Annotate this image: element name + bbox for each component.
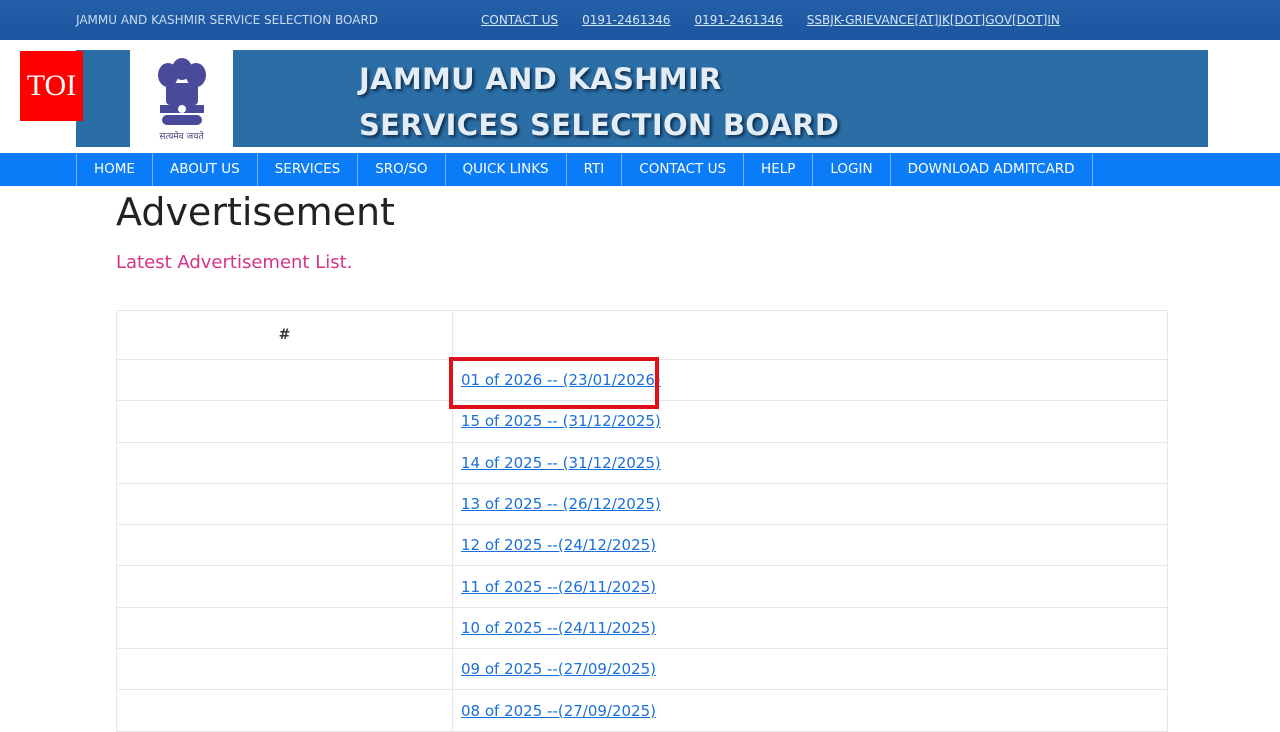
row-number-cell (116, 400, 453, 443)
nav-sro-so[interactable]: SRO/SO (357, 153, 444, 186)
advertisement-cell: 14 of 2025 -- (31/12/2025) (452, 441, 1168, 484)
contact-us-link[interactable]: CONTACT US (481, 13, 559, 27)
emblem-icon (157, 58, 206, 125)
header-banner: सत्यमेव जयते JAMMU AND KASHMIR SERVICES … (76, 50, 1208, 147)
nav-home[interactable]: HOME (76, 153, 152, 186)
page-subtitle: Latest Advertisement List. (116, 252, 353, 273)
header-number: # (116, 310, 453, 360)
nav-contact-us[interactable]: CONTACT US (621, 153, 743, 186)
advertisement-cell: 01 of 2026 -- (23/01/2026) (452, 358, 1168, 402)
row-number-cell (116, 606, 453, 650)
page-title: Advertisement (116, 190, 395, 234)
nav-download-admitcard[interactable]: DOWNLOAD ADMITCARD (889, 153, 1093, 186)
row-number-cell (116, 482, 453, 526)
advertisement-link[interactable]: 10 of 2025 --(24/11/2025) (461, 618, 657, 637)
table-row: 01 of 2026 -- (23/01/2026) (116, 358, 1168, 402)
highlight-box (449, 357, 659, 409)
table-row: 08 of 2025 --(27/09/2025) (116, 689, 1168, 732)
advertisement-cell: 09 of 2025 --(27/09/2025) (452, 648, 1168, 691)
row-number-cell (116, 565, 453, 608)
advertisement-link[interactable]: 15 of 2025 -- (31/12/2025) (461, 412, 661, 431)
advertisement-cell: 12 of 2025 --(24/12/2025) (452, 524, 1168, 567)
advertisement-link[interactable]: 12 of 2025 --(24/12/2025) (461, 536, 657, 555)
top-links: CONTACT US 0191-2461346 0191-2461346 SSB… (481, 13, 1060, 27)
phone-link-2[interactable]: 0191-2461346 (694, 13, 783, 27)
nav-about-us[interactable]: ABOUT US (151, 153, 257, 186)
advertisement-link[interactable]: 14 of 2025 -- (31/12/2025) (461, 453, 661, 472)
nav-login[interactable]: LOGIN (812, 153, 889, 186)
banner-line-1: JAMMU AND KASHMIR (359, 62, 722, 96)
nav-services[interactable]: SERVICES (256, 153, 357, 186)
main-nav: HOME ABOUT US SERVICES SRO/SO QUICK LINK… (0, 153, 1280, 186)
advertisement-link[interactable]: 13 of 2025 -- (26/12/2025) (461, 495, 661, 514)
header-advertisement (452, 310, 1168, 360)
nav-help[interactable]: HELP (743, 153, 812, 186)
top-bar: JAMMU AND KASHMIR SERVICE SELECTION BOAR… (0, 0, 1280, 40)
advertisement-cell: 11 of 2025 --(26/11/2025) (452, 565, 1168, 608)
advertisement-link[interactable]: 01 of 2026 -- (23/01/2026) (461, 371, 661, 390)
advertisement-link[interactable]: 09 of 2025 --(27/09/2025) (461, 660, 657, 679)
banner-line-2: SERVICES SELECTION BOARD (359, 108, 840, 142)
phone-link-1[interactable]: 0191-2461346 (582, 13, 671, 27)
advertisement-cell: 10 of 2025 --(24/11/2025) (452, 606, 1168, 650)
table-row: 13 of 2025 -- (26/12/2025) (116, 482, 1168, 526)
table-row: 10 of 2025 --(24/11/2025) (116, 606, 1168, 650)
nav-quick-links[interactable]: QUICK LINKS (444, 153, 566, 186)
advertisement-link[interactable]: 08 of 2025 --(27/09/2025) (461, 701, 657, 720)
advertisement-cell: 08 of 2025 --(27/09/2025) (452, 689, 1168, 732)
advertisement-link[interactable]: 11 of 2025 --(26/11/2025) (461, 577, 657, 596)
table-header: # (116, 310, 1168, 360)
emblem-motto: सत्यमेव जयते (159, 132, 204, 142)
table-row: 11 of 2025 --(26/11/2025) (116, 565, 1168, 608)
banner-title: JAMMU AND KASHMIR SERVICES SELECTION BOA… (359, 56, 839, 148)
row-number-cell (116, 358, 453, 402)
table-row: 09 of 2025 --(27/09/2025) (116, 648, 1168, 691)
row-number-cell (116, 689, 453, 732)
grievance-email-link[interactable]: SSBJK-GRIEVANCE[AT]JK[DOT]GOV[DOT]IN (806, 13, 1060, 27)
national-emblem: सत्यमेव जयते (130, 50, 233, 147)
toi-watermark: TOI (20, 51, 83, 121)
nav-rti[interactable]: RTI (565, 153, 622, 186)
row-number-cell (116, 648, 453, 691)
advertisement-cell: 13 of 2025 -- (26/12/2025) (452, 482, 1168, 526)
org-name: JAMMU AND KASHMIR SERVICE SELECTION BOAR… (76, 13, 379, 27)
table-row: 12 of 2025 --(24/12/2025) (116, 524, 1168, 567)
table-row: 14 of 2025 -- (31/12/2025) (116, 441, 1168, 484)
row-number-cell (116, 524, 453, 567)
row-number-cell (116, 441, 453, 484)
advertisement-table: # 01 of 2026 -- (23/01/2026) 15 of 2025 -… (116, 310, 1168, 732)
